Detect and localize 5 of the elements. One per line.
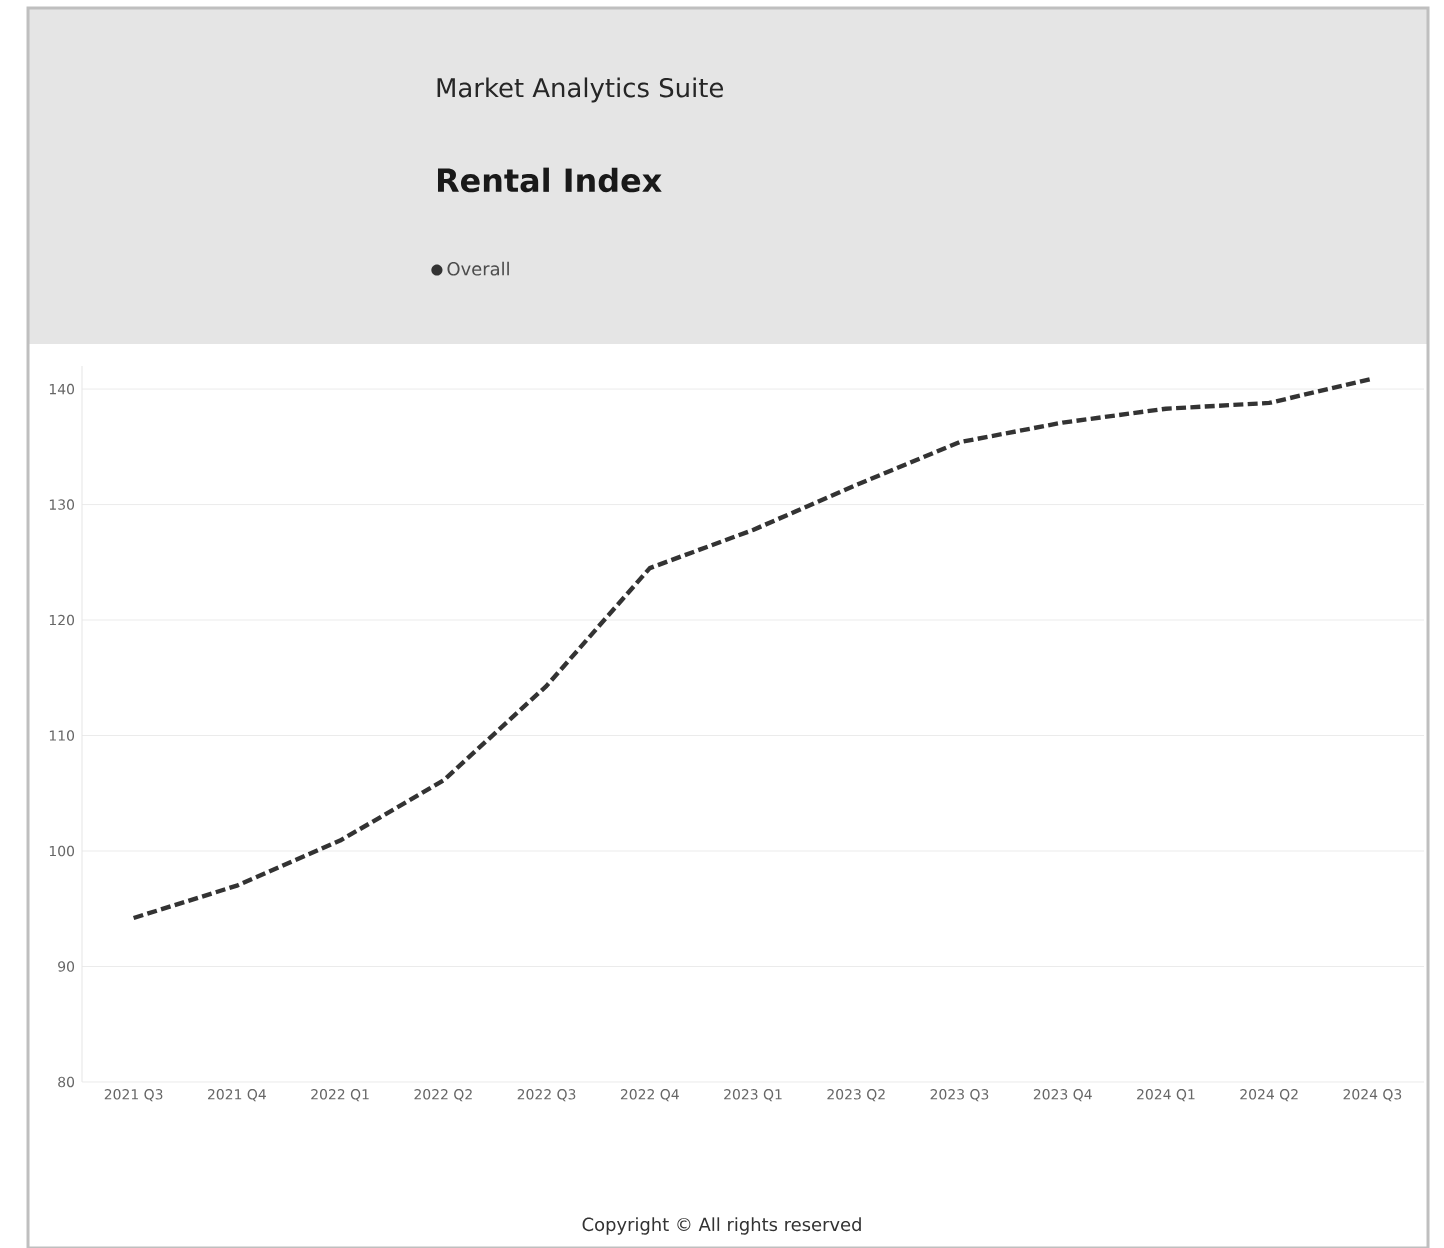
chart-subtitle: Market Analytics Suite: [437, 77, 723, 103]
text: Copyright © All rights reserved: [582, 1217, 861, 1235]
chart-title: Rental Index: [438, 167, 662, 193]
line-series: [131, 376, 1375, 921]
legend-label: Overall: [447, 261, 509, 276]
